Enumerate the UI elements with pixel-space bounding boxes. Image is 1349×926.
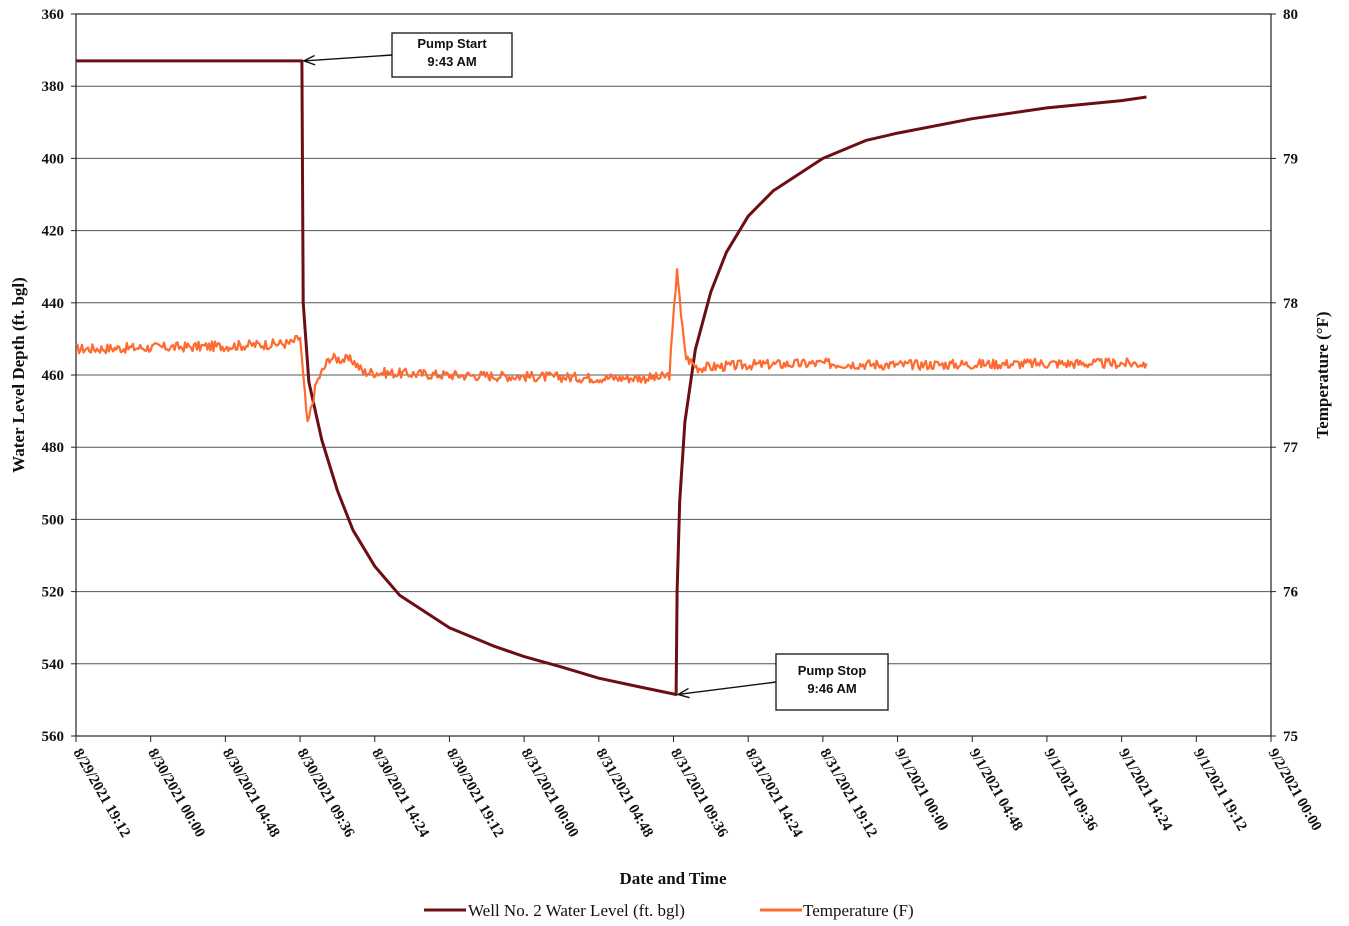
y-tick-label: 480 bbox=[42, 440, 65, 456]
annotations: Pump Start 9:43 AM Pump Stop 9:46 AM bbox=[302, 32, 889, 711]
y-tick-label: 520 bbox=[42, 585, 65, 601]
right-axis-ticks: 75 76 77 78 79 80 bbox=[1271, 7, 1299, 745]
x-tick-label: 9/1/2021 00:00 bbox=[891, 746, 951, 834]
temperature-line bbox=[75, 268, 1148, 423]
left-axis-ticks: 360 380 400 420 440 460 480 500 520 540 560 bbox=[42, 7, 76, 745]
x-tick-label: 8/31/2021 19:12 bbox=[816, 746, 880, 840]
x-tick-label: 8/31/2021 04:48 bbox=[592, 746, 656, 840]
water-level-line bbox=[76, 59, 1147, 696]
x-tick-label: 8/30/2021 09:36 bbox=[294, 746, 358, 841]
y-tick-label: 540 bbox=[42, 657, 65, 673]
annotation-text: Pump Stop bbox=[798, 663, 867, 678]
y-tick-label: 440 bbox=[42, 296, 65, 312]
legend-label-temperature: Temperature (F) bbox=[803, 901, 914, 920]
annotation-box bbox=[391, 32, 513, 78]
y2-tick-label: 77 bbox=[1283, 440, 1299, 456]
y2-tick-label: 80 bbox=[1283, 7, 1298, 23]
x-tick-label: 8/31/2021 14:24 bbox=[742, 746, 806, 841]
x-axis-title: Date and Time bbox=[619, 869, 727, 888]
x-tick-label: 9/1/2021 09:36 bbox=[1040, 746, 1100, 834]
y-tick-label: 380 bbox=[42, 79, 65, 95]
series-lines bbox=[75, 59, 1148, 696]
y2-tick-label: 78 bbox=[1283, 296, 1298, 312]
x-tick-label: 8/30/2021 19:12 bbox=[443, 746, 507, 840]
x-tick-label: 8/31/2021 09:36 bbox=[667, 746, 731, 841]
annotation-arrowhead bbox=[302, 54, 316, 66]
y2-axis-title: Temperature (°F) bbox=[1313, 311, 1332, 438]
annotation-text: 9:43 AM bbox=[427, 54, 476, 69]
annotation-arrow-line bbox=[303, 54, 393, 62]
x-tick-label: 8/30/2021 14:24 bbox=[368, 746, 432, 841]
y-tick-label: 500 bbox=[42, 512, 65, 528]
x-tick-label: 8/31/2021 00:00 bbox=[518, 746, 582, 840]
annotation-text: 9:46 AM bbox=[807, 681, 856, 696]
gridlines bbox=[76, 85, 1271, 665]
annotation-arrow-line bbox=[678, 681, 777, 696]
annotation-arrowhead bbox=[676, 687, 690, 699]
x-tick-label: 9/1/2021 04:48 bbox=[966, 746, 1026, 834]
y-tick-label: 400 bbox=[42, 151, 65, 167]
y2-tick-label: 79 bbox=[1283, 151, 1298, 167]
x-tick-label: 8/30/2021 04:48 bbox=[219, 746, 283, 840]
annotation-box bbox=[775, 653, 889, 711]
y2-tick-label: 75 bbox=[1283, 729, 1298, 745]
y2-tick-label: 76 bbox=[1283, 585, 1299, 601]
x-tick-label: 9/2/2021 00:00 bbox=[1265, 746, 1325, 834]
annotation-text: Pump Start bbox=[417, 36, 487, 51]
x-tick-label: 9/1/2021 14:24 bbox=[1115, 746, 1175, 834]
y-tick-label: 560 bbox=[42, 729, 65, 745]
y-tick-label: 420 bbox=[42, 224, 65, 240]
y-axis-title: Water Level Depth (ft. bgl) bbox=[9, 277, 28, 473]
y-tick-label: 460 bbox=[42, 368, 65, 384]
x-tick-label: 9/1/2021 19:12 bbox=[1190, 746, 1250, 834]
x-tick-label: 8/30/2021 00:00 bbox=[144, 746, 208, 840]
legend: Well No. 2 Water Level (ft. bgl) Tempera… bbox=[424, 901, 914, 920]
y-tick-label: 360 bbox=[42, 7, 65, 23]
x-tick-label: 8/29/2021 19:12 bbox=[70, 746, 134, 840]
x-axis-ticks: 8/29/2021 19:12 8/30/2021 00:00 8/30/2021 … bbox=[70, 736, 1325, 841]
legend-label-water-level: Well No. 2 Water Level (ft. bgl) bbox=[468, 901, 685, 920]
